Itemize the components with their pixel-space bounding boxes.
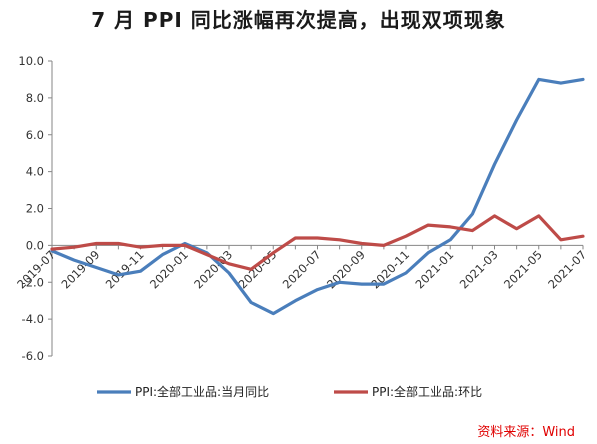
y-tick-label: 10.0 <box>18 54 44 68</box>
y-tick-label: 2.0 <box>26 202 44 216</box>
chart-title: 7 月 PPI 同比涨幅再次提高，出现双项现象 <box>91 8 506 32</box>
x-tick-label: 2020-03 <box>191 248 235 292</box>
x-tick-label: 2019-11 <box>103 248 147 292</box>
series-line-1 <box>50 214 585 271</box>
y-tick-label: -2.0 <box>22 275 44 289</box>
x-tick-label: 2020-07 <box>280 248 324 292</box>
x-tick-label: 2020-01 <box>147 248 191 292</box>
x-tick-label: 2021-05 <box>501 248 545 292</box>
x-tick-label: 2021-01 <box>412 248 456 292</box>
legend: PPI:全部工业品:当月同比 PPI:全部工业品:环比 <box>97 384 482 399</box>
y-tick-label: 0.0 <box>26 238 44 252</box>
x-tick-label: 2021-03 <box>457 248 501 292</box>
legend-label-1: PPI:全部工业品:环比 <box>372 384 482 399</box>
y-tick-label: -4.0 <box>22 312 44 326</box>
y-tick-label: -6.0 <box>22 349 44 363</box>
y-tick-label: 6.0 <box>26 128 44 142</box>
legend-label-0: PPI:全部工业品:当月同比 <box>135 384 269 399</box>
series-line-0 <box>50 77 585 316</box>
y-tick-label: 4.0 <box>26 165 44 179</box>
y-tick-label: 8.0 <box>26 91 44 105</box>
y-axis: 10.0 8.0 6.0 4.0 2.0 0.0 -2.0 -4.0 -6.0 <box>18 54 53 363</box>
x-tick-label: 2019-09 <box>58 248 102 292</box>
series-lines <box>50 77 585 316</box>
x-tick-label: 2021-07 <box>545 248 589 292</box>
source-note: 资料来源：Wind <box>477 425 575 440</box>
